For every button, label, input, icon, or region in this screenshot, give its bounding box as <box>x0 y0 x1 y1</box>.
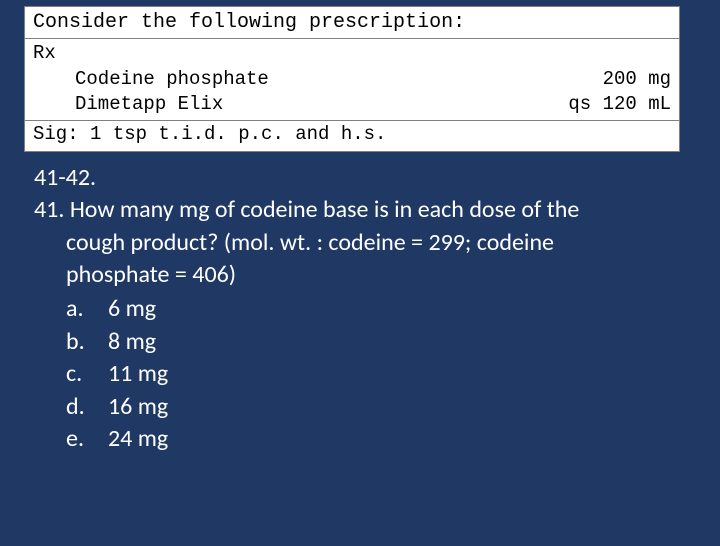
option-letter: a. <box>66 293 90 325</box>
question-stem-line-3: phosphate = 406) <box>34 259 684 291</box>
option-text: 6 mg <box>108 293 156 325</box>
question-range: 41-42. <box>34 162 684 194</box>
option-d: d. 16 mg <box>66 391 684 423</box>
ingredient-row-1: Codeine phosphate 200 mg <box>33 67 671 93</box>
option-a: a. 6 mg <box>66 293 684 325</box>
prescription-body: Rx Codeine phosphate 200 mg Dimetapp Eli… <box>25 39 679 121</box>
prescription-header: Consider the following prescription: <box>25 7 679 39</box>
option-text: 8 mg <box>108 326 156 358</box>
option-c: c. 11 mg <box>66 358 684 390</box>
question-stem-line-1: 41. How many mg of codeine base is in ea… <box>34 194 684 226</box>
ingredient-row-2: Dimetapp Elix qs 120 mL <box>33 92 671 118</box>
options-list: a. 6 mg b. 8 mg c. 11 mg d. 16 mg e. 24 … <box>34 291 684 455</box>
prescription-sig: Sig: 1 tsp t.i.d. p.c. and h.s. <box>25 121 679 151</box>
question-block: 41-42. 41. How many mg of codeine base i… <box>0 152 720 456</box>
option-letter: c. <box>66 358 90 390</box>
ingredient-2-name: Dimetapp Elix <box>33 92 223 118</box>
option-text: 24 mg <box>108 423 168 455</box>
option-b: b. 8 mg <box>66 326 684 358</box>
option-e: e. 24 mg <box>66 423 684 455</box>
option-letter: e. <box>66 423 90 455</box>
option-letter: b. <box>66 326 90 358</box>
option-text: 11 mg <box>108 358 168 390</box>
rx-label: Rx <box>33 41 671 67</box>
question-stem-line-2: cough product? (mol. wt. : codeine = 299… <box>34 227 684 259</box>
ingredient-2-amount: qs 120 mL <box>568 92 671 118</box>
option-letter: d. <box>66 391 90 423</box>
ingredient-1-amount: 200 mg <box>603 67 671 93</box>
prescription-box: Consider the following prescription: Rx … <box>24 6 680 152</box>
option-text: 16 mg <box>108 391 168 423</box>
ingredient-1-name: Codeine phosphate <box>33 67 269 93</box>
